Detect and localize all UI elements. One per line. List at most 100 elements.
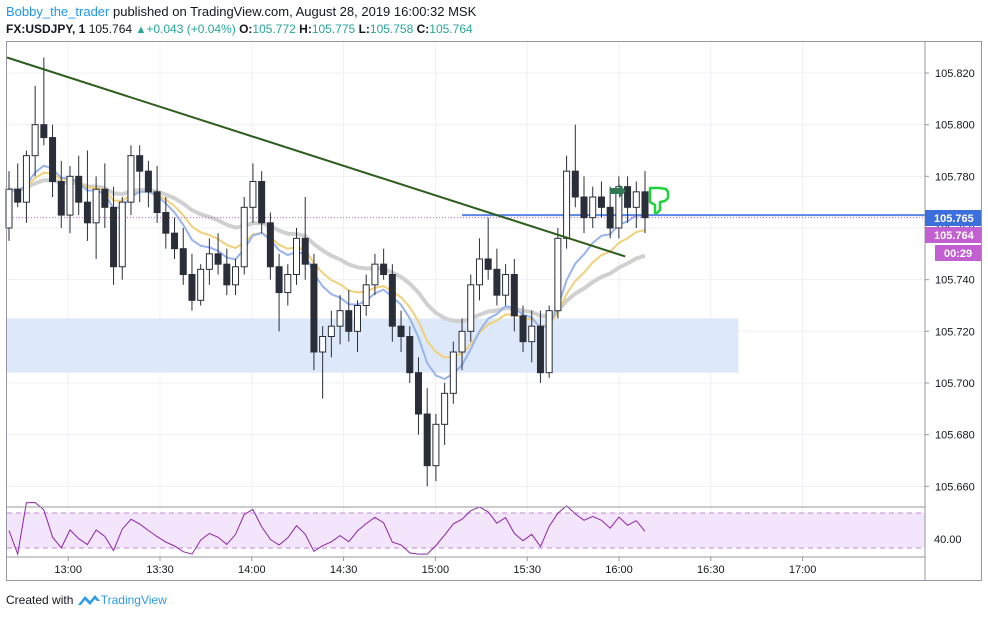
open-label: O: [239, 22, 253, 36]
y-tick-label: 105.680 [935, 430, 975, 442]
y-tick-label: 105.660 [935, 481, 975, 493]
candle [493, 248, 501, 306]
chart-frame [6, 41, 982, 581]
candle [632, 181, 640, 228]
candle [345, 290, 353, 342]
candle [275, 253, 283, 332]
y-tick-label: 105.780 [935, 171, 975, 183]
x-tick-label: 13:00 [54, 564, 82, 576]
candle [214, 233, 222, 275]
candle [144, 160, 152, 208]
price-change: +0.043 (+0.04%) [146, 22, 236, 36]
candle [414, 357, 422, 435]
candle [554, 228, 562, 319]
author-link[interactable]: Bobby_the_trader [6, 4, 110, 19]
candle [597, 181, 605, 218]
thumbs-down-icon[interactable] [648, 186, 670, 215]
y-tick-label: 105.700 [935, 378, 975, 390]
candle [293, 228, 301, 285]
grid [7, 42, 925, 557]
price-axis[interactable]: 105.820105.800105.780105.760105.740105.7… [925, 68, 975, 493]
candle [223, 248, 231, 296]
candle [284, 264, 292, 306]
candle [510, 259, 518, 332]
triangle-up-icon: ▲ [135, 24, 147, 36]
candle [266, 212, 274, 280]
time-axis[interactable]: 13:00 13:30 14:00 14:30 15:00 15:30 16:00 16:30… [54, 557, 816, 576]
tradingview-link[interactable]: TradingView [100, 593, 167, 607]
candle [75, 155, 83, 216]
support-zone[interactable] [7, 318, 739, 373]
candle [388, 264, 396, 342]
candle [57, 160, 65, 228]
candle [362, 274, 370, 316]
x-tick-label: 14:00 [238, 564, 266, 576]
candle [406, 326, 414, 383]
open-value: 105.772 [252, 22, 296, 36]
candle [327, 310, 335, 358]
low-value: 105.758 [369, 22, 414, 36]
last-price: 105.764 [88, 22, 133, 36]
footer: Created with TradingView [6, 593, 167, 607]
current-price-tag [925, 227, 981, 243]
rsi-axis-label: 40.00 [934, 534, 962, 546]
candle [336, 295, 344, 345]
candle [301, 197, 309, 280]
candle [110, 186, 118, 285]
candle [319, 326, 327, 399]
candle [205, 238, 213, 285]
candle [536, 310, 544, 383]
candle [441, 383, 449, 445]
candle [571, 124, 579, 208]
candle [14, 163, 22, 208]
rsi-pane-bg [7, 513, 925, 548]
candle [528, 310, 536, 363]
candle [432, 414, 440, 482]
close-value: 105.764 [429, 22, 473, 36]
x-tick-label: 16:00 [605, 564, 633, 576]
y-tick-label: 105.740 [935, 275, 975, 287]
candle [519, 305, 527, 352]
x-tick-label: 13:30 [146, 564, 174, 576]
candle [92, 176, 100, 259]
candle [615, 176, 623, 239]
current-price-label: 105.764 [934, 230, 975, 242]
hline-price-label: 105.765 [934, 213, 974, 225]
symbol-line: FX:USDJPY, 1 105.764 ▲+0.043 (+0.04%) O:… [6, 22, 473, 36]
candle [240, 197, 248, 275]
candle [545, 305, 553, 378]
symbol-label: FX:USDJPY, 1 [6, 22, 86, 36]
low-label: L: [358, 22, 370, 36]
candle [101, 163, 109, 228]
candle [31, 85, 39, 177]
candle [136, 145, 144, 203]
candle [197, 264, 205, 306]
candle [449, 341, 457, 404]
candle [467, 274, 475, 342]
candle [188, 253, 196, 311]
rsi-line [8, 501, 646, 557]
candle [310, 253, 318, 371]
close-label: C: [416, 22, 430, 36]
countdown-tag [935, 245, 981, 261]
candle [258, 171, 266, 234]
tradingview-logo-icon [77, 595, 100, 605]
candle [66, 166, 74, 234]
candle [397, 310, 405, 352]
x-tick-label: 16:30 [697, 564, 725, 576]
arrow-right-icon[interactable] [610, 184, 626, 198]
candle [127, 145, 135, 216]
candle [563, 155, 571, 249]
hline-price-tag [925, 210, 981, 226]
candle [371, 253, 379, 296]
candle [380, 248, 388, 280]
trendline[interactable] [6, 56, 626, 258]
candles [5, 57, 649, 487]
x-tick-label: 15:00 [422, 564, 450, 576]
y-tick-label: 105.800 [935, 120, 975, 132]
publish-info: published on TradingView.com, August 28,… [112, 4, 477, 19]
candle [589, 186, 597, 228]
candle [83, 150, 91, 241]
candle [353, 300, 361, 352]
